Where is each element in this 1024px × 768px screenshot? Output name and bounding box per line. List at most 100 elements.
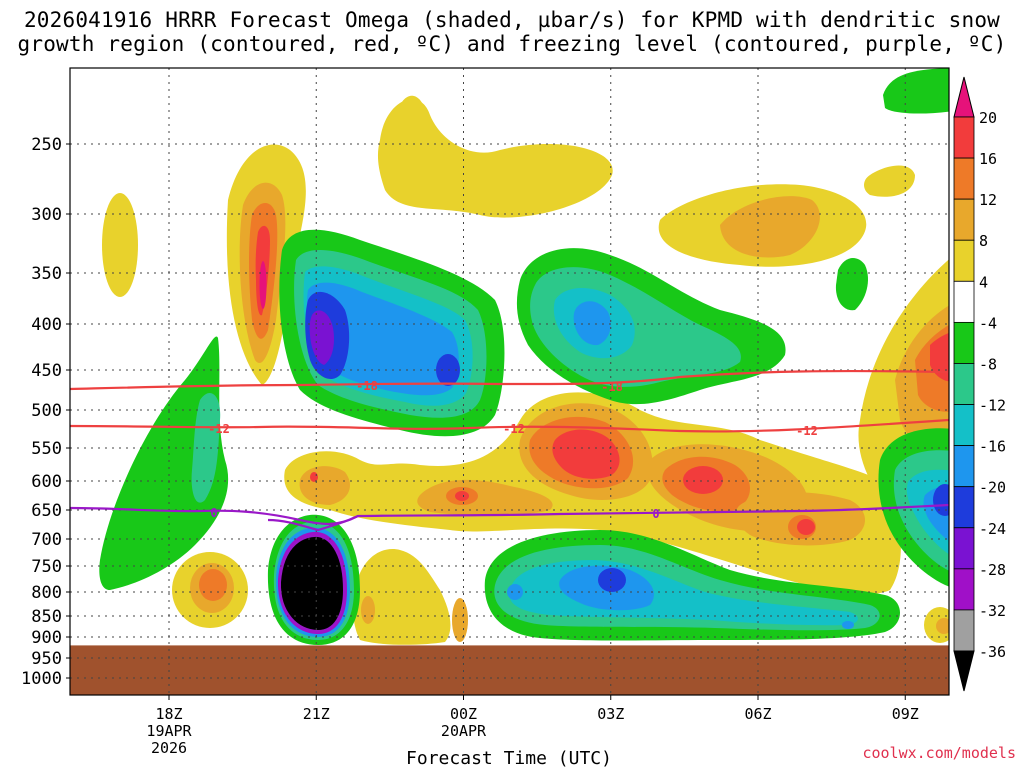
colorbar-swatch-4 [953, 280, 975, 323]
y-tick-label-600: 600 [31, 472, 62, 492]
colorbar-swatch-3 [953, 239, 975, 282]
omega-region-right-mid-m20 [933, 484, 949, 516]
colorbar: 20 16 12 8 4 -4 -8 -12 -16 -20 -24 -28 -32 -36 [953, 76, 1006, 692]
colorbar-swatch-0 [953, 116, 975, 159]
title-line-1: 2026041916 HRRR Forecast Omega (shaded, … [23, 8, 1001, 32]
x-tick-label-00Z: 00Z [450, 705, 477, 723]
credit-link[interactable]: coolwx.com/models [862, 744, 1016, 762]
omega-region-upper-middle-4 [377, 99, 613, 218]
colorbar-label-7: -12 [979, 397, 1006, 415]
omega-region-lower-mid-8 [361, 596, 375, 624]
contour-freezing-level-cusp [267, 515, 359, 532]
chart-title: 2026041916 HRRR Forecast Omega (shaded, … [0, 8, 1024, 56]
colorbar-swatch-top-triangle [953, 76, 975, 118]
contours: -18 -12 0 -18 -12 -12 0 [69, 369, 950, 633]
omega-region-lower-right-8 [936, 618, 949, 634]
y-tick-label-250: 250 [31, 135, 62, 155]
omega-region-upper-middle-top-4 [396, 95, 426, 150]
colorbar-label-4: 4 [979, 273, 988, 291]
colorbar-label-0: 20 [979, 109, 997, 127]
omega-region-lower-band-right-m16 [842, 621, 854, 629]
colorbar-swatch-5 [953, 321, 975, 364]
below-ground-region [70, 645, 949, 695]
colorbar-label-6: -8 [979, 355, 997, 373]
contour-freezing-level-core [278, 534, 346, 633]
y-tick-label-750: 750 [31, 557, 62, 577]
x-tick-date-00Z: 20APR [441, 722, 487, 740]
y-tick-label-850: 850 [31, 607, 62, 627]
contour-label-1: -12 [208, 422, 230, 436]
colorbar-label-10: -24 [979, 520, 1006, 538]
title-line-2: growth region (contoured, red, ºC) and f… [17, 32, 1007, 56]
omega-region-lower-mid-4 [353, 549, 451, 645]
colorbar-swatch-10 [953, 527, 975, 570]
contour-dendritic-18c [69, 369, 950, 391]
colorbar-label-8: -16 [979, 438, 1006, 456]
colorbar-swatch-8 [953, 445, 975, 488]
colorbar-label-11: -28 [979, 561, 1006, 579]
omega-region-mid-07z-16 [797, 519, 815, 535]
omega-field [70, 68, 949, 695]
omega-region-mid-02z-16 [552, 429, 620, 479]
colorbar-label-12: -32 [979, 602, 1006, 620]
omega-region-lower-left-12 [199, 569, 227, 601]
omega-region-mid-05z-16 [683, 466, 723, 494]
omega-region-top-right-m4 [883, 68, 949, 114]
colorbar-label-2: 12 [979, 191, 997, 209]
y-tick-label-550: 550 [31, 439, 62, 459]
colorbar-swatch-7 [953, 404, 975, 447]
colorbar-label-1: 16 [979, 150, 997, 168]
omega-region-mid-00z-16 [455, 491, 469, 501]
colorbar-swatch-12 [953, 609, 975, 652]
contour-label-4: -12 [503, 422, 525, 436]
x-tick-label-18Z: 18Z [155, 705, 182, 723]
omega-core-m36 [279, 535, 344, 631]
x-tick-label-06Z: 06Z [744, 705, 771, 723]
y-tick-label-350: 350 [31, 264, 62, 284]
y-tick-label-400: 400 [31, 315, 62, 335]
x-tick-label-03Z: 03Z [597, 705, 624, 723]
x-tick-year-18Z: 2026 [151, 739, 187, 757]
omega-region-right-edge-16 [930, 332, 949, 382]
omega-region-lower-band-m20 [598, 568, 626, 592]
colorbar-label-13: -36 [979, 643, 1006, 661]
colorbar-swatch-6 [953, 363, 975, 405]
contour-label-3: -18 [601, 380, 623, 394]
y-tick-label-500: 500 [31, 401, 62, 421]
contour-label-2: 0 [210, 506, 217, 520]
y-tick-label-700: 700 [31, 530, 62, 550]
plot-frame [69, 67, 950, 696]
y-tick-label-650: 650 [31, 501, 62, 521]
omega-region-mid-00z-8 [417, 479, 553, 516]
colorbar-swatch-9 [953, 486, 975, 529]
omega-region-upper-right-small-4 [864, 165, 915, 197]
colorbar-swatch-bottom-triangle [953, 650, 975, 692]
y-tick-label-950: 950 [31, 649, 62, 669]
omega-region-lower-band-left-m16 [507, 584, 523, 600]
x-tick-label-21Z: 21Z [303, 705, 330, 723]
y-tick-label-900: 900 [31, 628, 62, 648]
contour-label-6: 0 [652, 507, 659, 521]
colorbar-swatch-2 [953, 198, 975, 241]
colorbar-label-5: -4 [979, 314, 997, 332]
contour-label-5: -12 [796, 424, 818, 438]
omega-region-upper-right-8 [720, 196, 820, 258]
y-tick-label-450: 450 [31, 361, 62, 381]
x-tick-label-09Z: 09Z [892, 705, 919, 723]
y-tick-label-800: 800 [31, 583, 62, 603]
omega-region-lower-mid-small-8 [452, 598, 468, 642]
axes: 2503003504004505005506006507007508008509… [21, 135, 919, 757]
contour-freezing-level-0c [69, 503, 950, 526]
y-tick-label-300: 300 [31, 205, 62, 225]
colorbar-swatch-1 [953, 157, 975, 200]
omega-region-upper-left-20 [259, 261, 267, 309]
contour-dendritic-12c [69, 418, 950, 433]
x-axis-label: Forecast Time (UTC) [406, 748, 612, 768]
x-tick-date-18Z: 19APR [146, 722, 192, 740]
y-tick-label-1000: 1000 [21, 669, 62, 689]
colorbar-label-9: -20 [979, 479, 1006, 497]
omega-region-left-tongue-m4 [99, 336, 229, 590]
colorbar-label-3: 8 [979, 232, 988, 250]
omega-region-left-tongue-m8 [191, 392, 221, 503]
